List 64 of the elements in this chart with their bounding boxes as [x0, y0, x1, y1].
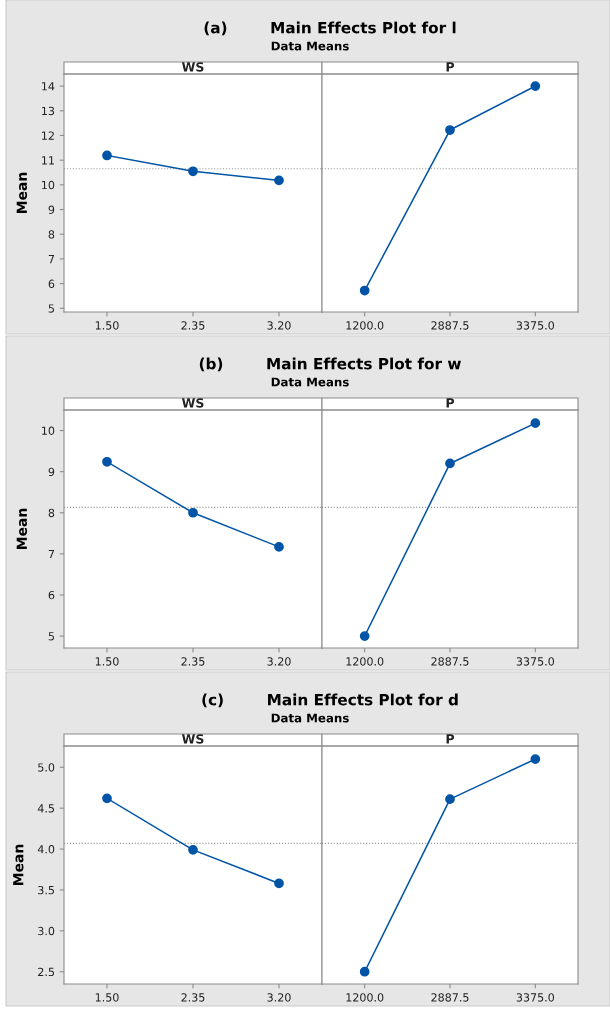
y-tick-label: 11	[42, 156, 54, 165]
point	[274, 878, 284, 889]
x-axis-title: WS	[181, 62, 204, 72]
y-axis-title: Mean	[16, 508, 28, 549]
chart-subtitle: Data Means	[271, 377, 349, 387]
x-tick-label: 3375.0	[516, 321, 555, 330]
chart-title: (a) Main Effects Plot for l	[204, 21, 456, 36]
x-tick-label: 3.20	[267, 657, 291, 666]
y-tick-label: 9	[48, 467, 55, 477]
point	[188, 845, 198, 855]
y-tick-label: 5.0	[38, 763, 55, 772]
y-tick-label: 7	[48, 255, 55, 264]
x-tick-label: 2.35	[181, 657, 205, 666]
y-tick-label: 8	[48, 508, 55, 518]
y-tick-label: 3.5	[38, 885, 54, 895]
x-axis-title: WS	[181, 398, 204, 408]
y-tick-label: 6	[48, 590, 55, 600]
point	[188, 507, 198, 518]
y-tick-label: 3.0	[38, 926, 55, 936]
y-tick-label: 6	[48, 279, 55, 288]
x-tick-label: 2887.5	[431, 657, 469, 666]
y-tick-label: 2.5	[38, 967, 54, 977]
x-tick-label: 2.35	[181, 321, 205, 330]
x-tick-label: 1200.0	[346, 321, 384, 330]
y-tick-label: 5	[48, 304, 54, 313]
x-tick-label: 3375.0	[516, 657, 555, 666]
point	[102, 456, 112, 467]
chart-subtitle: Data Means	[271, 713, 349, 723]
x-axis-title: P	[446, 62, 455, 72]
x-tick-label: 1.50	[95, 993, 119, 1002]
x-tick-label: 3.20	[267, 993, 291, 1002]
x-tick-label: 1.50	[95, 657, 119, 666]
y-tick-label: 8	[48, 230, 55, 239]
chart-title: (c) Main Effects Plot for d	[202, 693, 458, 708]
x-axis-title: P	[446, 398, 455, 408]
point	[274, 175, 284, 186]
y-tick-label: 5	[48, 632, 54, 641]
x-tick-label: 2.35	[181, 993, 205, 1002]
x-axis-title: WS	[181, 734, 204, 744]
y-tick-label: 12	[42, 131, 54, 140]
y-tick-label: 10	[42, 180, 55, 190]
point	[188, 166, 198, 177]
x-tick-label: 3.20	[267, 321, 291, 330]
y-tick-label: 10	[42, 426, 55, 435]
x-tick-label: 2887.5	[431, 993, 469, 1002]
y-tick-label: 14	[42, 82, 55, 91]
point	[274, 542, 284, 552]
x-tick-label: 1200.0	[346, 993, 384, 1002]
point	[102, 150, 112, 161]
y-tick-label: 4.0	[37, 845, 55, 854]
chart-title: (b) Main Effects Plot for w	[199, 357, 461, 372]
x-tick-label: 1200.0	[346, 657, 384, 666]
point	[102, 793, 112, 804]
y-axis-title: Mean	[13, 844, 24, 885]
x-tick-label: 2887.5	[431, 321, 469, 330]
y-tick-label: 13	[42, 106, 55, 116]
y-tick-label: 7	[48, 549, 55, 559]
y-tick-label: 4.5	[37, 804, 54, 813]
y-axis-title: Mean	[16, 172, 28, 213]
x-tick-label: 3375.0	[516, 993, 555, 1002]
x-axis-title: P	[446, 734, 455, 744]
x-tick-label: 1.50	[95, 321, 119, 330]
y-tick-label: 9	[48, 205, 55, 214]
chart-subtitle: Data Means	[271, 41, 349, 51]
